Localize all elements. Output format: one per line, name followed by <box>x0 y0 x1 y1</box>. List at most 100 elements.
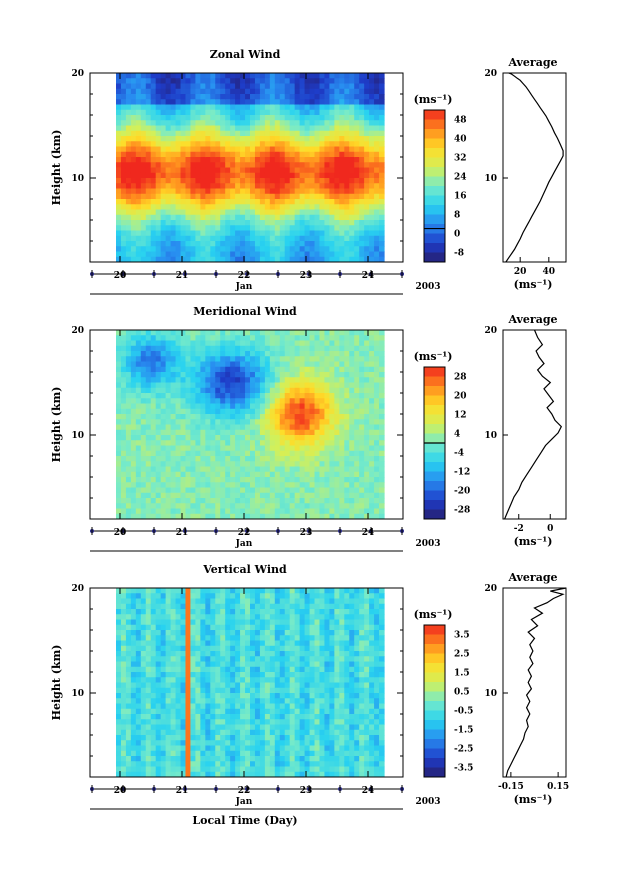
heatmap-cell <box>200 141 206 148</box>
heatmap-cell <box>210 204 216 211</box>
heatmap-cell <box>220 120 226 127</box>
heatmap-cell <box>344 461 350 468</box>
heatmap-cell <box>180 398 187 405</box>
heatmap-cell <box>125 714 132 720</box>
heatmap-cell <box>145 120 152 127</box>
heatmap-cell <box>185 183 192 190</box>
heatmap-cell <box>200 593 206 600</box>
heatmap-cell <box>205 492 211 499</box>
heatmap-cell <box>215 199 221 205</box>
heatmap-cell <box>165 651 172 657</box>
heatmap-cell <box>225 83 231 90</box>
heatmap-cell <box>304 498 311 504</box>
heatmap-cell <box>155 345 162 352</box>
heatmap-cell <box>264 335 271 342</box>
heatmap-cell <box>135 115 142 121</box>
heatmap-cell <box>354 167 360 174</box>
heatmap-cell <box>294 199 301 205</box>
colorbar-tick-label: 20 <box>454 392 467 402</box>
heatmap-cell <box>195 482 201 489</box>
heatmap-cell <box>130 750 137 757</box>
heatmap-cell <box>240 356 246 363</box>
heatmap-cell <box>165 83 172 90</box>
heatmap-cell <box>220 714 226 720</box>
heatmap-cell <box>250 482 256 489</box>
heatmap-cell <box>225 729 231 736</box>
heatmap-cell <box>274 429 281 436</box>
heatmap-cell <box>215 651 221 657</box>
heatmap-cell <box>220 745 226 752</box>
heatmap-cell <box>130 209 137 216</box>
heatmap-cell <box>309 99 316 106</box>
heatmap-cell <box>160 251 167 258</box>
heatmap-cell <box>135 745 142 752</box>
heatmap-cell <box>319 377 326 384</box>
heatmap-cell <box>374 157 380 163</box>
heatmap-cell <box>279 204 286 211</box>
heatmap-cell <box>359 340 365 347</box>
heatmap-cell <box>314 429 321 436</box>
heatmap-cell <box>279 429 286 436</box>
heatmap-cell <box>349 183 355 190</box>
heatmap-cell <box>125 214 132 221</box>
heatmap-cell <box>150 130 157 137</box>
heatmap-cell <box>130 651 137 657</box>
heatmap-cell <box>116 157 122 163</box>
heatmap-cell <box>160 614 167 621</box>
heatmap-cell <box>324 508 330 515</box>
heatmap-cell <box>364 172 370 179</box>
heatmap-cell <box>334 141 340 148</box>
heatmap-cell <box>195 645 201 652</box>
heatmap-cell <box>264 136 271 142</box>
heatmap-cell <box>160 78 167 85</box>
heatmap-cell <box>245 466 251 473</box>
heatmap-cell <box>334 120 340 127</box>
heatmap-cell <box>269 377 276 384</box>
heatmap-cell <box>220 682 226 689</box>
heatmap-cell <box>294 466 301 473</box>
heatmap-cell <box>210 435 216 441</box>
heatmap-cell <box>205 99 211 106</box>
heatmap-cell <box>145 661 152 668</box>
heatmap-cell <box>294 361 301 368</box>
heatmap-cell <box>364 199 370 205</box>
heatmap-cell <box>205 735 211 741</box>
heatmap-cell <box>264 492 271 499</box>
colorbar-swatch <box>424 233 445 244</box>
heatmap-cell <box>165 256 172 262</box>
heatmap-cell <box>185 419 192 426</box>
heatmap-cell <box>165 513 172 519</box>
heatmap-cell <box>130 588 137 594</box>
heatmap-cell <box>354 461 360 468</box>
heatmap-cell <box>210 88 216 95</box>
heatmap-cell <box>364 157 370 163</box>
heatmap-cell <box>269 408 276 415</box>
heatmap-cell <box>120 466 127 473</box>
heatmap-cell <box>359 429 365 436</box>
heatmap-cell <box>269 246 276 253</box>
plot-frame <box>89 72 404 263</box>
heatmap-cell <box>190 151 196 158</box>
heatmap-cell <box>130 225 137 232</box>
heatmap-cell <box>180 756 187 762</box>
heatmap-cell <box>195 714 201 720</box>
heatmap-cell <box>225 377 231 384</box>
heatmap-cell <box>314 73 321 79</box>
heatmap-cell <box>180 698 187 705</box>
heatmap-cell <box>274 440 281 447</box>
heatmap-cell <box>205 209 211 216</box>
heatmap-cell <box>215 687 221 694</box>
heatmap-cell <box>205 656 211 663</box>
heatmap-cell <box>120 199 127 205</box>
heatmap-cell <box>145 498 152 504</box>
heatmap-cell <box>210 225 216 232</box>
heatmap-cell <box>180 345 187 352</box>
heatmap-cell <box>354 209 360 216</box>
heatmap-cell <box>309 513 316 519</box>
heatmap-cell <box>190 471 196 478</box>
heatmap-cell <box>135 466 142 473</box>
heatmap-cell <box>200 461 206 468</box>
heatmap-cell <box>225 614 231 621</box>
heatmap-cell <box>344 199 350 205</box>
heatmap-cell <box>334 435 340 441</box>
